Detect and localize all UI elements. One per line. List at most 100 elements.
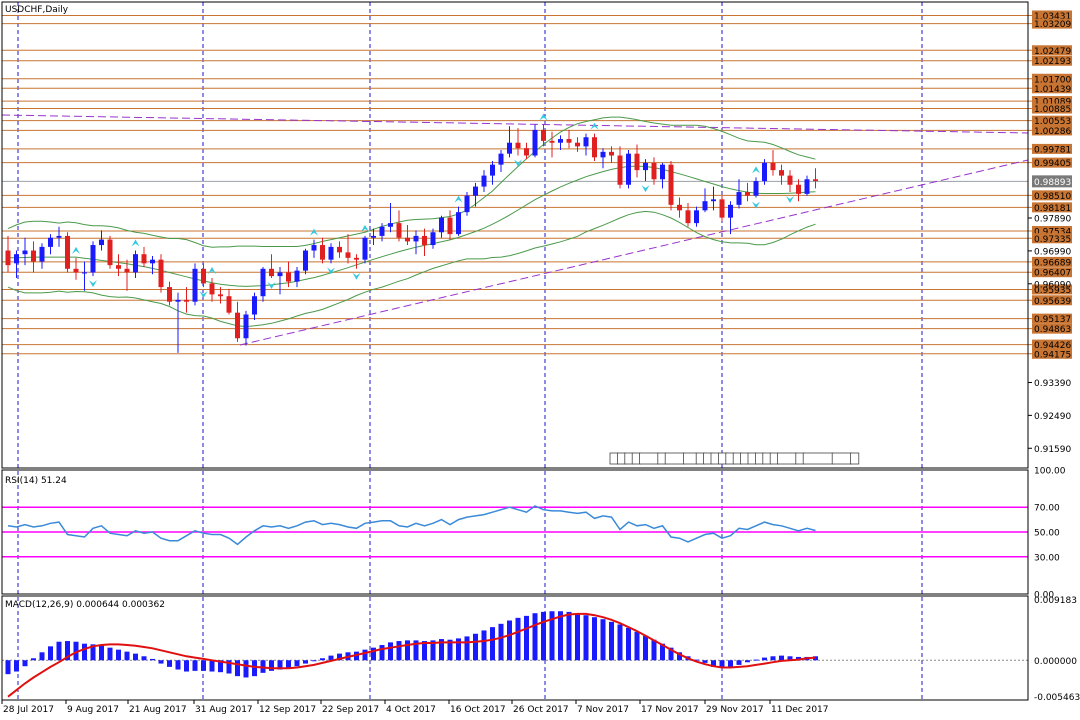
macd-histogram-bar-76 xyxy=(651,639,657,661)
macd-histogram-bar-64 xyxy=(549,611,555,661)
candlesticks[interactable] xyxy=(5,124,819,353)
level-label-2: 1.02479 xyxy=(1034,47,1071,57)
macd-histogram-bar-36 xyxy=(311,660,317,662)
fractal-up-arrow-0 xyxy=(72,246,80,254)
level-box-12 xyxy=(1032,190,1072,201)
level-label-8: 1.00553 xyxy=(1034,117,1071,127)
level-box-17 xyxy=(1032,267,1072,278)
macd-histogram-bar-25 xyxy=(218,660,223,673)
level-box-16 xyxy=(1032,256,1072,267)
macd-panel: 0.009183 0.000000 -0.005463 xyxy=(2,596,1080,703)
rsi-panel: 100.00 70.00 50.00 30.00 0.00 xyxy=(2,467,1066,601)
macd-histogram-bar-62 xyxy=(532,613,538,661)
level-box-10 xyxy=(1032,143,1072,154)
level-box-1 xyxy=(1032,18,1072,29)
price-tick-label-3: 0.93390 xyxy=(1034,379,1071,389)
macd-histogram-bar-26 xyxy=(226,660,232,674)
candle-body-64 xyxy=(549,140,555,143)
macd-histogram-bar-49 xyxy=(422,641,427,661)
price-tick-label-4: 0.92490 xyxy=(1034,412,1071,422)
macd-histogram-bar-81 xyxy=(694,659,699,661)
chart-title: USDCHF,Daily xyxy=(5,5,69,15)
level-box-4 xyxy=(1032,73,1072,84)
date-label-7: 16 Oct 2017 xyxy=(450,705,506,715)
level-box-21 xyxy=(1032,323,1072,334)
macd-histogram-bar-50 xyxy=(430,640,436,661)
macd-signal-line xyxy=(7,612,816,698)
level-label-18: 0.95935 xyxy=(1034,286,1071,296)
candle-body-51 xyxy=(439,217,444,233)
level-label-20: 0.95137 xyxy=(1034,315,1071,325)
macd-histogram-bar-68 xyxy=(583,615,589,661)
level-box-15 xyxy=(1032,233,1072,244)
macd-histogram-bar-33 xyxy=(286,660,291,669)
candle-body-3 xyxy=(31,250,36,262)
candle-body-93 xyxy=(796,184,801,194)
object-label-box-22 xyxy=(831,452,852,465)
macd-histogram-bar-8 xyxy=(73,641,79,661)
candle-body-26 xyxy=(226,296,232,313)
level-label-16: 0.96689 xyxy=(1034,258,1071,268)
object-label-box-7 xyxy=(683,452,698,465)
rsi-line xyxy=(7,505,816,546)
level-label-13: 0.98181 xyxy=(1034,204,1071,214)
macd-histogram-bar-20 xyxy=(175,660,181,670)
date-label-11: 29 Nov 2017 xyxy=(706,705,764,715)
bollinger-bands xyxy=(7,116,816,328)
candle-body-11 xyxy=(99,239,104,246)
candle-body-82 xyxy=(702,201,708,211)
candle-body-59 xyxy=(507,142,512,154)
fractal-down-arrow-5 xyxy=(514,159,522,167)
macd-histogram-bar-32 xyxy=(277,660,283,670)
macd-histogram-bar-78 xyxy=(668,647,674,661)
candle-body-39 xyxy=(337,246,342,253)
candle-body-42 xyxy=(362,237,368,260)
macd-histogram-bar-3 xyxy=(31,658,36,661)
date-label-5: 22 Sep 2017 xyxy=(322,705,379,715)
macd-histogram-bar-83 xyxy=(711,660,716,667)
level-label-19: 0.95639 xyxy=(1034,297,1071,307)
candle-body-24 xyxy=(209,283,215,295)
candle-body-68 xyxy=(583,137,589,147)
date-label-2: 21 Aug 2017 xyxy=(129,705,187,715)
fractal-down-arrow-3 xyxy=(327,267,335,275)
fractal-down-arrow-7 xyxy=(752,201,760,209)
macd-histogram-bar-88 xyxy=(753,659,759,661)
date-label-1: 9 Aug 2017 xyxy=(67,705,119,715)
bollinger-upper-line xyxy=(7,116,816,248)
date-label-6: 4 Oct 2017 xyxy=(386,705,436,715)
candle-body-65 xyxy=(558,139,563,143)
macd-histogram-bar-79 xyxy=(677,652,682,661)
macd-histogram-bar-67 xyxy=(575,613,580,661)
macd-histogram-bar-9 xyxy=(82,643,87,661)
macd-histogram-bar-82 xyxy=(702,660,708,663)
candle-body-61 xyxy=(524,148,529,156)
candle-body-72 xyxy=(617,155,623,185)
object-label-box-21 xyxy=(802,452,834,465)
macd-histogram-bar-90 xyxy=(770,656,776,661)
macd-histogram-bar-24 xyxy=(209,660,215,672)
candle-body-35 xyxy=(303,250,308,271)
candle-body-48 xyxy=(413,235,419,242)
candle-body-18 xyxy=(158,259,164,288)
candle-body-15 xyxy=(133,254,138,273)
candle-body-4 xyxy=(39,246,45,262)
level-box-0 xyxy=(1032,10,1072,21)
level-label-17: 0.96407 xyxy=(1034,269,1071,279)
fractal-up-arrow-3 xyxy=(310,228,318,236)
fractal-up-arrow-8 xyxy=(752,166,760,174)
candle-body-8 xyxy=(73,268,79,273)
macd-tick-label-0: 0.009183 xyxy=(1034,596,1077,606)
candle-body-45 xyxy=(388,223,393,227)
candle-body-6 xyxy=(56,235,62,238)
candle-body-54 xyxy=(464,195,470,213)
macd-histogram-bar-70 xyxy=(600,619,606,661)
macd-histogram-bar-51 xyxy=(439,639,444,661)
candle-body-78 xyxy=(668,164,674,205)
candle-body-58 xyxy=(498,153,504,165)
fractal-down-arrow-1 xyxy=(199,291,208,299)
macd-histogram-bar-66 xyxy=(566,611,572,661)
candle-body-62 xyxy=(532,129,538,156)
candle-body-9 xyxy=(82,272,87,274)
